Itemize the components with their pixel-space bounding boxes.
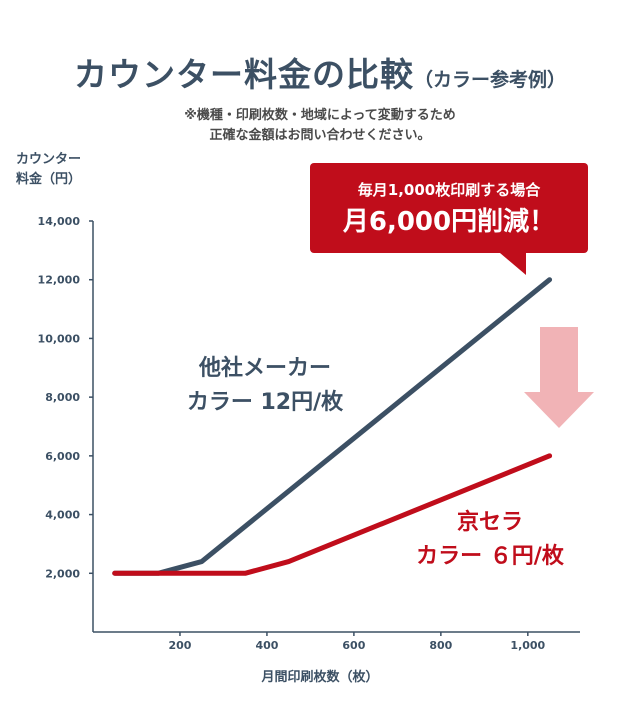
series-point-kyocera	[286, 559, 291, 564]
series-label-other-line2: カラー 12円/枚	[186, 390, 344, 415]
x-tick-label: 400	[255, 639, 278, 652]
callout-condition: 毎月1,000枚印刷する場合	[357, 181, 541, 199]
title-sub: （カラー参考例）	[413, 69, 566, 91]
x-axis-label: 月間印刷枚数（枚）	[261, 670, 379, 685]
x-tick-label: 600	[342, 639, 365, 652]
y-axis-label: カウンター 料金（円）	[16, 150, 126, 190]
page-title: カウンター料金の比較（カラー参考例）	[0, 48, 640, 96]
y-tick-label: 2,000	[45, 567, 80, 580]
series-point-other	[547, 277, 552, 282]
series-label-other-line1: 他社メーカー	[198, 356, 331, 381]
title-main: カウンター料金の比較	[73, 55, 414, 94]
series-label-other: 他社メーカー カラー 12円/枚	[150, 352, 380, 420]
y-tick-label: 8,000	[45, 391, 80, 404]
callout-savings: 月6,000円削減！	[342, 207, 556, 237]
y-tick-label: 12,000	[38, 274, 81, 287]
series-label-kyocera-line2: カラー ６円/枚	[416, 544, 564, 569]
y-tick-label: 10,000	[38, 332, 81, 345]
y-axis-label-line2: 料金（円）	[16, 172, 82, 187]
y-tick-label: 4,000	[45, 509, 80, 522]
savings-callout: 毎月1,000枚印刷する場合 月6,000円削減！	[310, 163, 588, 275]
series-point-kyocera	[112, 571, 117, 576]
note-line-2: 正確な金額はお問い合わせください。	[209, 128, 431, 143]
y-tick-label: 6,000	[45, 450, 80, 463]
series-point-other	[199, 559, 204, 564]
y-tick-label: 14,000	[38, 215, 81, 228]
x-tick-layer: 200 400 600 800 1,000	[168, 632, 546, 652]
x-tick-label: 800	[429, 639, 452, 652]
x-tick-label: 1,000	[510, 639, 545, 652]
series-label-kyocera: 京セラ カラー ６円/枚	[380, 506, 600, 574]
series-point-kyocera	[547, 453, 552, 459]
y-tick-layer: 2,000 4,000 6,000 8,000 10,000 12,000 14,000	[38, 215, 93, 580]
series-point-kyocera	[242, 571, 248, 576]
note-line-1: ※機種・印刷枚数・地域によって変動するため	[184, 108, 456, 123]
series-label-kyocera-line1: 京セラ	[456, 510, 523, 535]
y-axis-label-line1: カウンター	[16, 152, 82, 167]
series-line-kyocera	[112, 453, 553, 576]
down-arrow-icon	[524, 327, 594, 428]
series-layer	[112, 277, 553, 576]
x-tick-label: 200	[168, 639, 191, 652]
